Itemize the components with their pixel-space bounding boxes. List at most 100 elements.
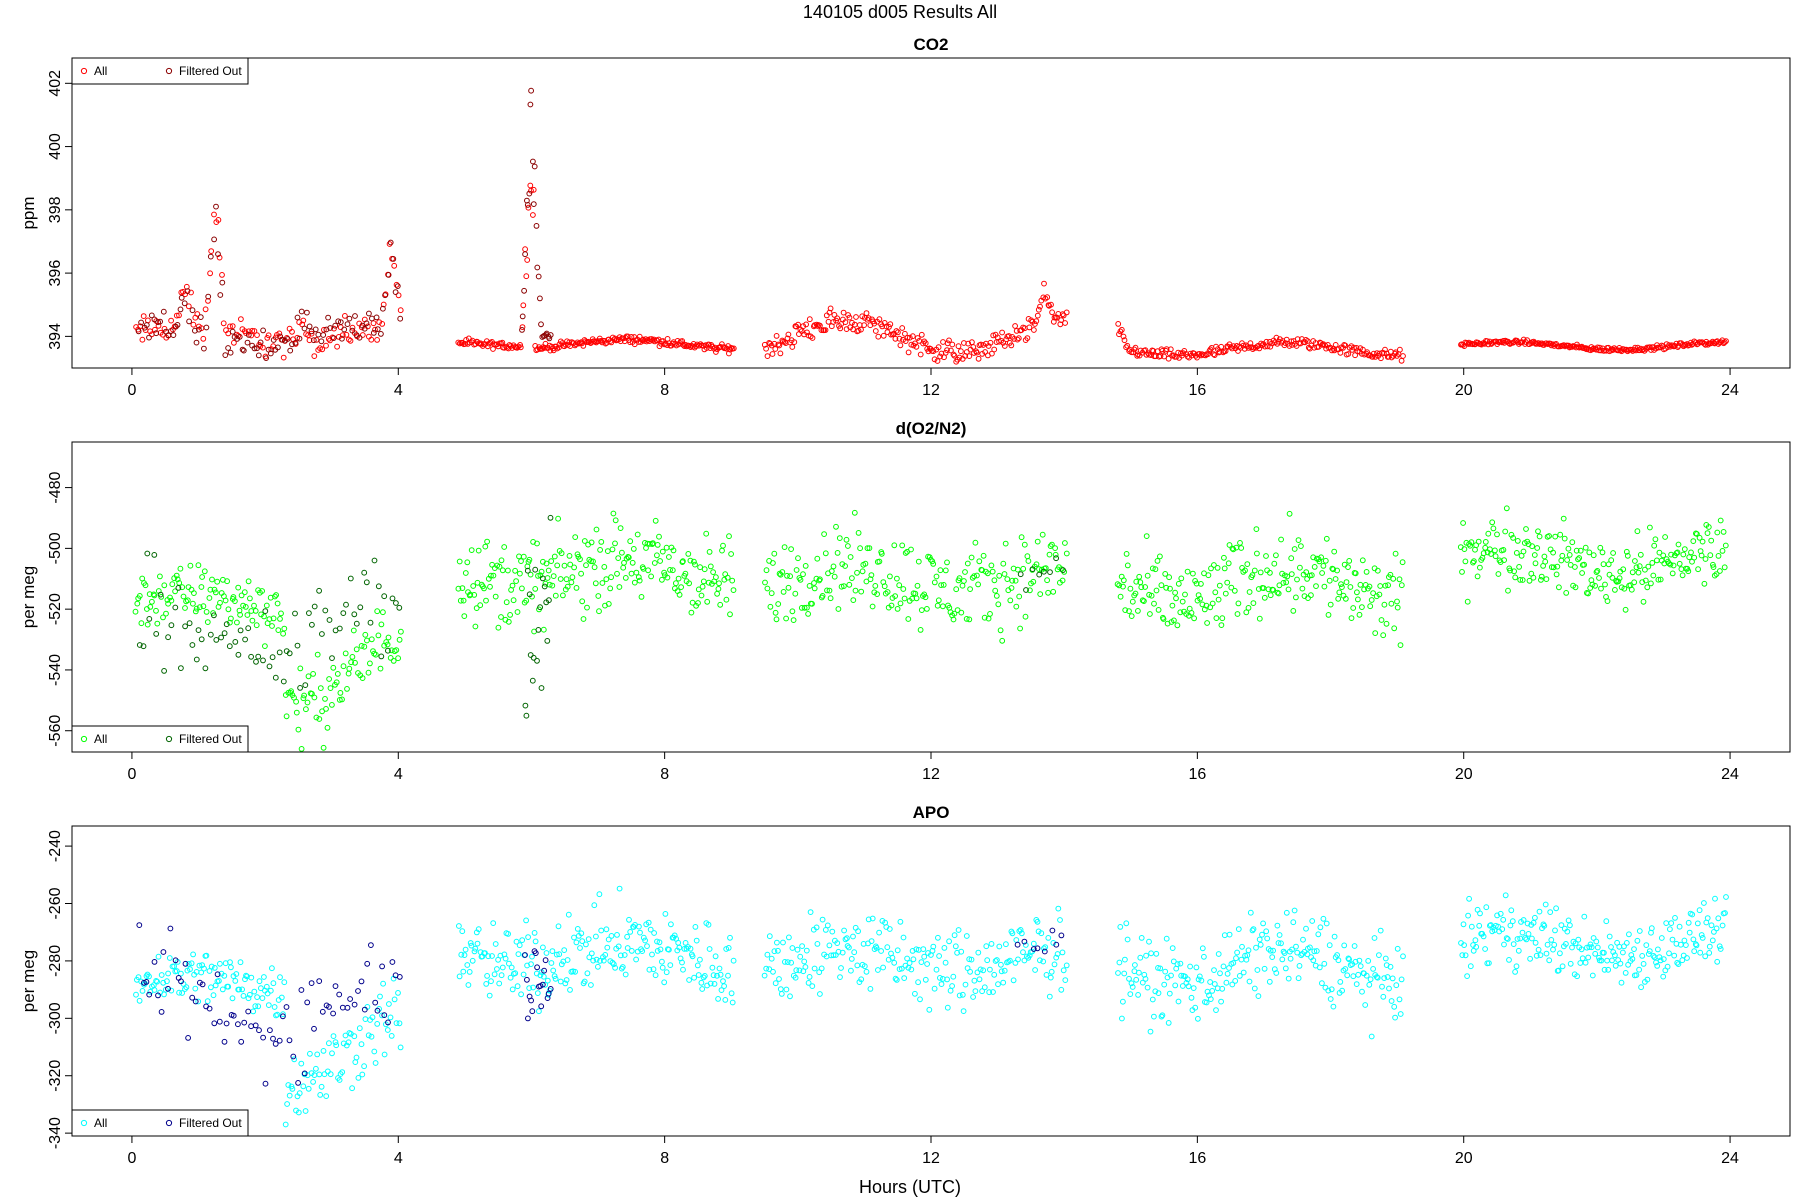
data-point-all [377,993,383,1000]
data-point-all [876,558,883,565]
data-point-all [1397,642,1404,648]
data-point-all [986,989,993,996]
data-point-all [771,550,778,557]
data-point-all [1596,575,1602,581]
data-point-all [1226,965,1232,971]
data-point-all [135,974,142,981]
data-point-all [305,332,312,339]
data-point-all [1695,566,1701,573]
x-tick-label: 8 [660,766,669,783]
data-point-filtered [296,335,303,342]
data-point-all [317,1092,324,1098]
data-point-filtered [352,313,358,319]
data-point-filtered [387,239,394,246]
data-point-all [458,951,465,958]
data-point-all [1622,606,1629,613]
data-point-all [700,578,707,585]
data-point-all [1209,988,1216,994]
data-point-all [1513,963,1520,970]
data-point-all [565,911,572,918]
data-point-all [1132,344,1139,351]
data-point-all [461,613,468,619]
data-point-all [331,325,337,332]
data-point-all [1256,936,1263,943]
data-point-all [1320,563,1327,569]
data-point-all [1345,955,1352,962]
data-point-all [509,582,516,589]
data-point-all [1669,570,1676,577]
data-point-all [1322,557,1329,564]
data-point-all [1654,963,1661,969]
data-point-all [1280,580,1287,586]
data-point-all [1345,351,1352,357]
data-point-all [771,948,778,955]
data-point-all [1226,931,1233,938]
co2-panel-title: CO2 [914,35,949,54]
data-point-filtered [181,300,188,307]
data-point-all [337,690,344,696]
data-point-all [369,1014,376,1021]
data-point-all [789,945,796,951]
data-point-filtered [310,337,317,344]
data-point-all [862,560,869,567]
data-point-all [635,339,642,345]
data-point-all [263,602,270,609]
data-point-all [686,977,692,983]
data-point-all [285,1082,292,1088]
data-point-all [592,580,599,587]
data-point-all [992,958,999,964]
data-point-all [679,338,686,344]
data-point-all [1303,925,1309,932]
data-point-all [831,573,838,580]
data-point-all [1516,564,1522,570]
data-point-all [935,597,942,604]
data-point-all [764,585,771,592]
x-tick-label: 16 [1188,1150,1206,1167]
data-point-all [1259,342,1265,349]
data-point-filtered [1030,946,1037,952]
data-point-all [770,560,776,566]
data-point-all [894,606,901,612]
data-point-all [201,568,208,575]
data-point-all [1155,990,1162,996]
data-point-all [1579,570,1585,576]
data-point-all [1334,567,1340,574]
data-point-all [1217,970,1223,977]
data-point-filtered [184,288,191,295]
data-point-all [1235,926,1242,932]
data-point-all [391,996,398,1003]
data-point-all [1674,959,1681,966]
data-point-all [1685,568,1692,575]
data-point-filtered [168,622,175,629]
data-point-all [1690,936,1697,943]
data-point-filtered [207,631,214,638]
data-point-all [1057,917,1063,923]
data-point-filtered [361,569,368,576]
data-point-all [1466,895,1472,902]
data-point-filtered [178,294,185,301]
data-point-all [527,182,534,189]
data-point-all [1574,973,1580,980]
data-point-filtered [167,925,174,932]
data-point-all [326,1040,332,1047]
data-point-filtered [295,1080,302,1086]
data-point-all [604,548,611,554]
data-point-all [372,1060,379,1066]
data-point-all [1352,570,1359,577]
data-point-all [176,989,183,996]
data-point-all [204,998,211,1005]
data-point-filtered [544,638,551,644]
data-point-all [1146,938,1152,945]
data-point-all [1526,577,1533,584]
data-point-all [133,991,139,998]
data-point-all [1172,589,1178,596]
data-point-filtered [344,1004,351,1011]
data-point-all [1371,935,1378,941]
data-point-all [1393,982,1400,989]
data-point-all [498,614,504,620]
data-point-all [465,982,472,988]
data-point-filtered [292,610,298,617]
data-point-all [779,569,786,575]
data-point-filtered [1021,938,1028,945]
x-tick-label: 20 [1455,766,1473,783]
